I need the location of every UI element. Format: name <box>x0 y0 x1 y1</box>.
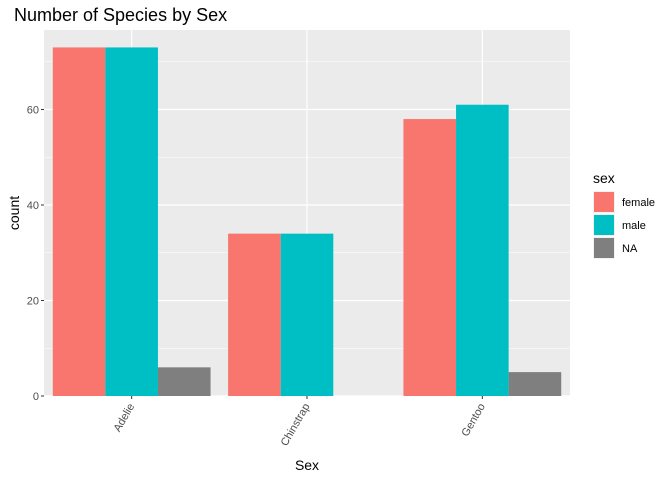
bar-chinstrap-female <box>228 233 281 396</box>
x-axis-title: Sex <box>295 457 319 473</box>
legend-label: male <box>622 220 646 232</box>
bar-gentoo-male <box>456 104 509 397</box>
y-tick-label: 20 <box>27 296 39 308</box>
bar-chinstrap-male <box>280 233 334 396</box>
x-tick-label: Chinstrap <box>279 402 313 449</box>
x-axis-ticks: Adelie Chinstrap Gentoo <box>112 396 488 448</box>
y-axis-title: count <box>6 196 22 230</box>
legend-swatch-female <box>594 192 614 212</box>
bar-gentoo-female <box>403 119 457 396</box>
bar-adelie-male <box>105 47 158 397</box>
chart-title: Number of Species by Sex <box>14 5 227 25</box>
y-axis-ticks: 0 20 40 60 <box>27 105 44 403</box>
x-tick-label: Gentoo <box>459 402 487 439</box>
bars <box>52 47 562 397</box>
x-tick-label: Adelie <box>112 402 138 434</box>
legend-swatch-male <box>594 215 614 235</box>
y-tick-label: 60 <box>27 105 39 117</box>
bar-gentoo-na <box>508 372 562 396</box>
legend-title: sex <box>593 170 615 186</box>
legend-label: NA <box>622 243 638 255</box>
y-tick-label: 40 <box>27 200 39 212</box>
bar-adelie-na <box>157 367 211 396</box>
legend-label: female <box>622 197 655 209</box>
y-tick-label: 0 <box>33 391 39 403</box>
bar-adelie-female <box>52 47 106 397</box>
legend: sex female male NA <box>593 170 655 259</box>
legend-swatch-na <box>594 238 614 258</box>
legend-items: female male NA <box>593 191 655 259</box>
